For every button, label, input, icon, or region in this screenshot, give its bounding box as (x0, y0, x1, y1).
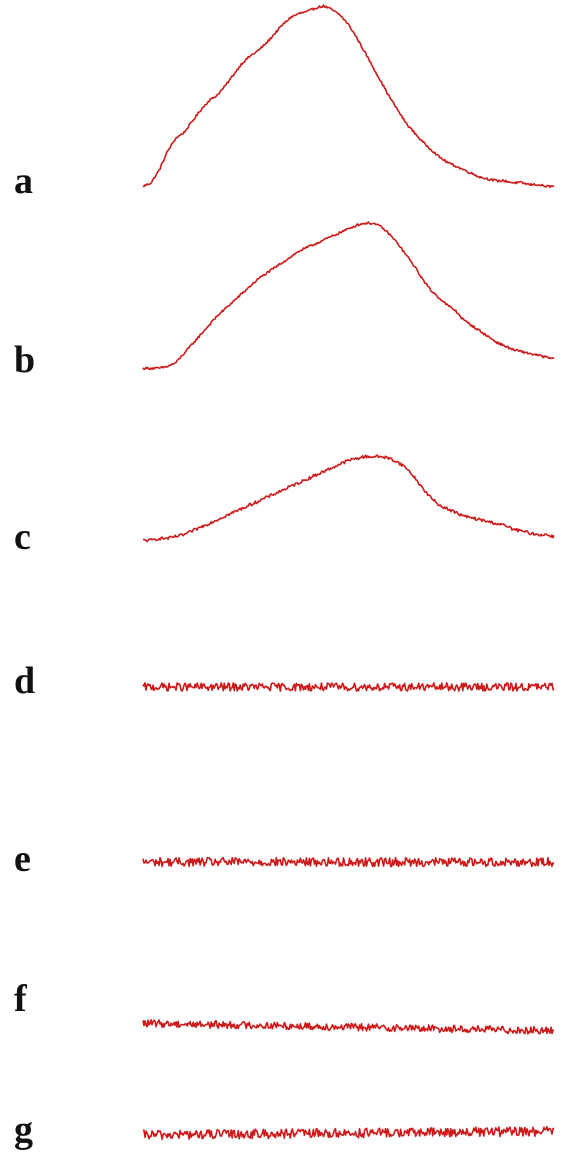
trace-f (142, 1018, 555, 1035)
trace-b (142, 221, 555, 371)
trace-group (142, 4, 555, 1141)
trace-g (142, 1125, 555, 1141)
trace-a (142, 4, 555, 189)
panel-label-f: f (14, 978, 27, 1020)
panel-label-d: d (14, 660, 36, 702)
panel-label-b: b (14, 339, 36, 381)
trace-d (142, 682, 555, 692)
panel-label-e: e (14, 838, 31, 880)
panel-label-a: a (14, 160, 33, 202)
trace-c (142, 454, 555, 543)
trace-e (142, 856, 555, 868)
panel-label-c: c (14, 516, 31, 558)
panel-label-g: g (14, 1109, 33, 1151)
